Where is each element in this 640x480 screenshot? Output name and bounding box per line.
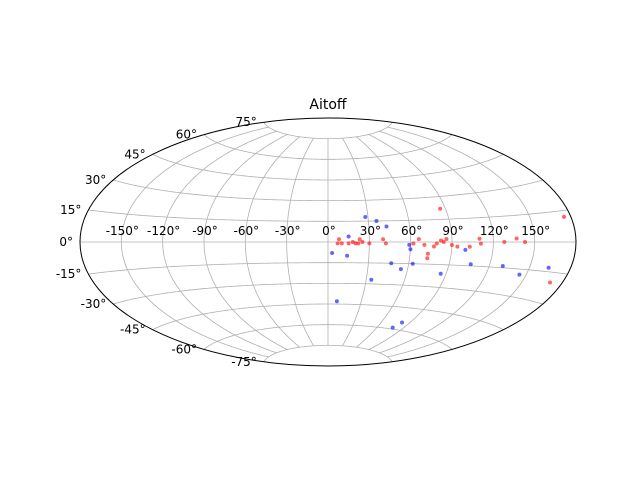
data-point (369, 277, 374, 282)
data-point (346, 234, 351, 239)
data-point (407, 242, 412, 247)
latitude-tick-label: -75° (231, 355, 257, 369)
meridian-line (379, 130, 494, 354)
scatter-points (330, 206, 566, 330)
data-point (337, 237, 342, 242)
data-point (425, 256, 430, 261)
meridian-line (244, 136, 301, 348)
data-point (444, 236, 449, 241)
data-point (353, 241, 358, 246)
meridian-line (120, 126, 269, 358)
data-point (408, 247, 413, 252)
data-point (425, 251, 430, 256)
data-point (438, 271, 443, 276)
map-boundary (79, 117, 577, 367)
longitude-tick-label: 120° (480, 224, 509, 238)
data-point (390, 325, 395, 330)
latitude-tick-label: -60° (171, 342, 197, 356)
data-point (561, 214, 566, 219)
data-point (411, 241, 416, 246)
data-point (410, 261, 415, 266)
data-point (548, 280, 553, 285)
data-point (514, 236, 519, 241)
meridian-line (387, 126, 536, 358)
data-point (384, 224, 389, 229)
data-point (345, 253, 350, 258)
data-point (374, 219, 379, 223)
data-point (467, 244, 472, 249)
data-point (449, 243, 454, 248)
data-point (546, 265, 551, 270)
data-point (477, 236, 482, 241)
data-point (383, 241, 388, 246)
data-point (346, 241, 351, 246)
data-point (478, 241, 483, 246)
data-point (517, 272, 522, 277)
data-point (463, 247, 468, 252)
meridian-line (162, 130, 277, 354)
data-point (398, 267, 403, 272)
longitude-tick-label: -30° (275, 224, 301, 238)
data-point (438, 206, 443, 211)
data-point (389, 261, 394, 266)
meridian-line (355, 136, 412, 348)
data-point (363, 214, 368, 219)
data-point (468, 262, 473, 267)
latitude-tick-label: 60° (176, 128, 197, 142)
data-point (357, 237, 362, 242)
data-point (381, 237, 386, 242)
longitude-tick-label: 90° (442, 224, 463, 238)
data-point (334, 299, 339, 304)
data-point (422, 242, 427, 247)
longitude-tick-label: -120° (147, 224, 180, 238)
data-point (339, 241, 344, 246)
data-point (416, 237, 421, 242)
longitude-tick-labels: -150° -120° -90° -60° -30° 0° 30° 60° 90° 120° 150… (106, 224, 550, 238)
longitude-tick-label: -60° (234, 224, 260, 238)
data-point (367, 241, 372, 246)
latitude-tick-label: -15° (56, 267, 82, 281)
meridian-line (368, 134, 453, 350)
chart-title: Aitoff (309, 97, 347, 113)
longitude-tick-label: 0° (322, 224, 336, 238)
longitude-tick-label: -90° (192, 224, 218, 238)
data-point (502, 240, 507, 244)
data-point (335, 241, 340, 246)
data-point (434, 241, 439, 246)
meridian-line (286, 137, 314, 347)
latitude-tick-labels: 75° 60° 45° 30° 15° 0° -15° -30° -45° -60° -75° (56, 115, 257, 369)
latitude-tick-label: -30° (81, 297, 107, 311)
data-point (360, 240, 365, 244)
latitude-tick-label: 0° (59, 235, 73, 249)
data-point (523, 240, 528, 244)
longitude-tick-label: 60° (401, 224, 422, 238)
meridian-line (203, 134, 288, 350)
latitude-tick-label: -45° (120, 323, 146, 337)
latitude-tick-label: 30° (85, 173, 106, 187)
longitude-tick-label: 30° (360, 224, 381, 238)
latitude-tick-label: 45° (124, 147, 145, 161)
data-point (500, 264, 505, 269)
longitude-tick-label: 150° (521, 224, 550, 238)
longitude-tick-label: -150° (106, 224, 139, 238)
latitude-tick-label: 75° (236, 115, 257, 129)
latitude-tick-label: 15° (60, 203, 81, 217)
graticule-grid (80, 122, 576, 362)
data-point (431, 244, 436, 249)
data-point (400, 320, 405, 325)
data-point (441, 240, 446, 244)
data-point (356, 241, 361, 246)
data-point (330, 251, 335, 256)
data-point (455, 244, 460, 249)
